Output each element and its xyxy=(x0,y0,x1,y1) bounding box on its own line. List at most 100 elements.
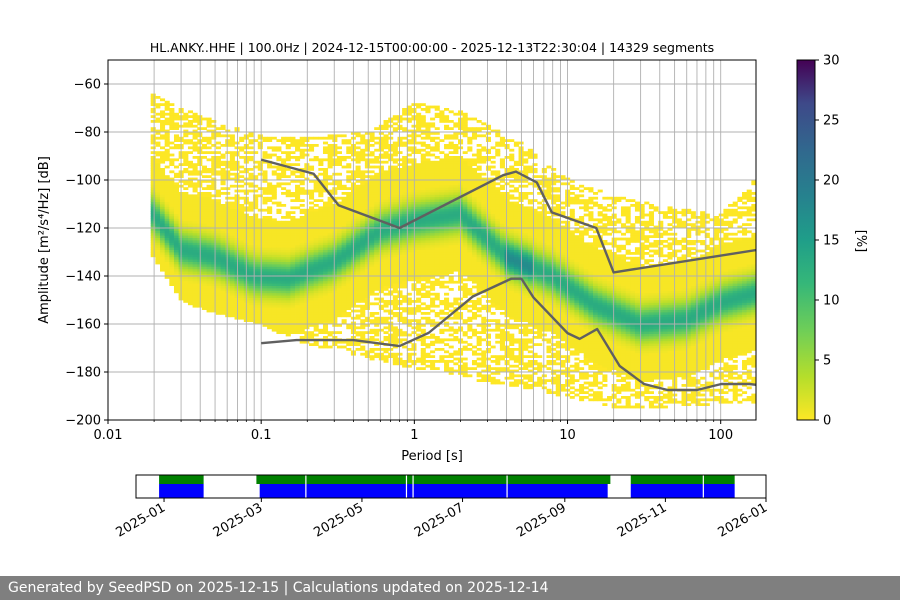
heatmap-cell xyxy=(201,117,207,121)
heatmap-cell xyxy=(206,151,212,154)
heatmap-cell xyxy=(281,139,287,142)
heatmap-cell xyxy=(295,240,301,243)
heatmap-cell xyxy=(444,160,450,164)
heatmap-cell xyxy=(402,127,408,130)
heatmap-cell xyxy=(383,288,389,291)
heatmap-cell xyxy=(434,216,440,219)
heatmap-cell xyxy=(248,237,254,241)
heatmap-cell xyxy=(313,266,319,270)
heatmap-cell xyxy=(239,278,245,282)
heatmap-cell xyxy=(425,136,431,140)
heatmap-cell xyxy=(281,304,287,308)
heatmap-cell xyxy=(173,252,180,255)
heatmap-cell xyxy=(332,232,338,236)
heatmap-cell xyxy=(392,192,398,195)
heatmap-cell xyxy=(341,228,347,231)
heatmap-cell xyxy=(406,292,412,296)
heatmap-cell xyxy=(425,319,431,322)
heatmap-cell xyxy=(378,168,384,171)
heatmap-cell xyxy=(336,151,342,154)
heatmap-cell xyxy=(169,192,175,195)
heatmap-cell xyxy=(332,242,338,246)
heatmap-cell xyxy=(374,321,380,325)
heatmap-cell xyxy=(392,288,398,291)
heatmap-cell xyxy=(267,300,273,303)
heatmap-cell xyxy=(309,158,315,162)
heatmap-cell xyxy=(336,172,342,176)
heatmap-column xyxy=(276,139,282,334)
heatmap-cell xyxy=(439,112,445,116)
heatmap-cell xyxy=(434,141,440,145)
heatmap-cell xyxy=(332,148,338,152)
heatmap-cell xyxy=(318,235,324,238)
heatmap-cell xyxy=(322,172,329,176)
heatmap-cell xyxy=(369,151,375,154)
heatmap-cell xyxy=(346,220,352,224)
heatmap-cell xyxy=(215,266,221,270)
heatmap-cell xyxy=(285,307,291,310)
heatmap-cell xyxy=(187,124,194,128)
heatmap-cell xyxy=(220,168,226,171)
heatmap-cell xyxy=(229,156,235,159)
heatmap-cell xyxy=(336,302,342,306)
heatmap-cell xyxy=(346,196,352,200)
heatmap-cell xyxy=(402,249,408,253)
heatmap-cell xyxy=(271,254,277,258)
heatmap-cell xyxy=(169,225,175,229)
heatmap-cell xyxy=(211,309,217,313)
heatmap-cell xyxy=(215,199,221,202)
heatmap-cell xyxy=(183,160,189,164)
heatmap-cell xyxy=(434,240,440,243)
heatmap-cell xyxy=(392,261,398,265)
heatmap-cell xyxy=(434,148,440,152)
heatmap-cell xyxy=(471,216,478,219)
heatmap-cell xyxy=(430,192,436,195)
heatmap-cell xyxy=(360,237,366,241)
heatmap-cell xyxy=(211,172,217,176)
heatmap-cell xyxy=(471,350,478,354)
heatmap-cell xyxy=(462,244,468,248)
heatmap-cell xyxy=(169,112,175,116)
heatmap-cell xyxy=(206,192,212,195)
heatmap-cell xyxy=(169,235,175,238)
heatmap-cell xyxy=(164,204,170,207)
heatmap-cell xyxy=(462,247,468,250)
heatmap-cell xyxy=(309,252,315,255)
heatmap-cell xyxy=(355,184,361,188)
heatmap-cell xyxy=(448,213,454,217)
heatmap-cell xyxy=(360,244,366,248)
heatmap-cell xyxy=(406,249,412,253)
heatmap-cell xyxy=(215,254,221,258)
heatmap-cell xyxy=(378,139,384,142)
heatmap-cell xyxy=(322,261,329,265)
heatmap-cell xyxy=(257,228,263,231)
heatmap-cell xyxy=(229,307,235,310)
heatmap-cell xyxy=(206,295,212,298)
heatmap-cell xyxy=(285,309,291,313)
heatmap-cell xyxy=(309,189,315,193)
heatmap-cell xyxy=(434,232,440,236)
heatmap-cell xyxy=(248,228,254,231)
heatmap-cell xyxy=(155,240,161,243)
heatmap-cell xyxy=(281,223,287,226)
heatmap-cell xyxy=(467,165,473,169)
heatmap-cell xyxy=(257,295,263,298)
heatmap-cell xyxy=(220,230,226,234)
heatmap-cell xyxy=(462,374,468,378)
heatmap-cell xyxy=(313,216,319,219)
heatmap-cell xyxy=(215,249,221,253)
heatmap-cell xyxy=(434,223,440,226)
heatmap-cell xyxy=(462,369,468,373)
heatmap-cell xyxy=(276,223,282,226)
heatmap-cell xyxy=(318,288,324,291)
heatmap-cell xyxy=(160,230,166,234)
heatmap-cell xyxy=(392,328,398,332)
heatmap-cell xyxy=(434,194,440,198)
heatmap-cell xyxy=(402,184,408,188)
heatmap-cell xyxy=(453,350,459,354)
heatmap-cell xyxy=(439,170,445,174)
heatmap-column xyxy=(164,100,170,279)
heatmap-cell xyxy=(285,240,291,243)
heatmap-cell xyxy=(225,247,231,250)
heatmap-cell xyxy=(295,139,301,142)
